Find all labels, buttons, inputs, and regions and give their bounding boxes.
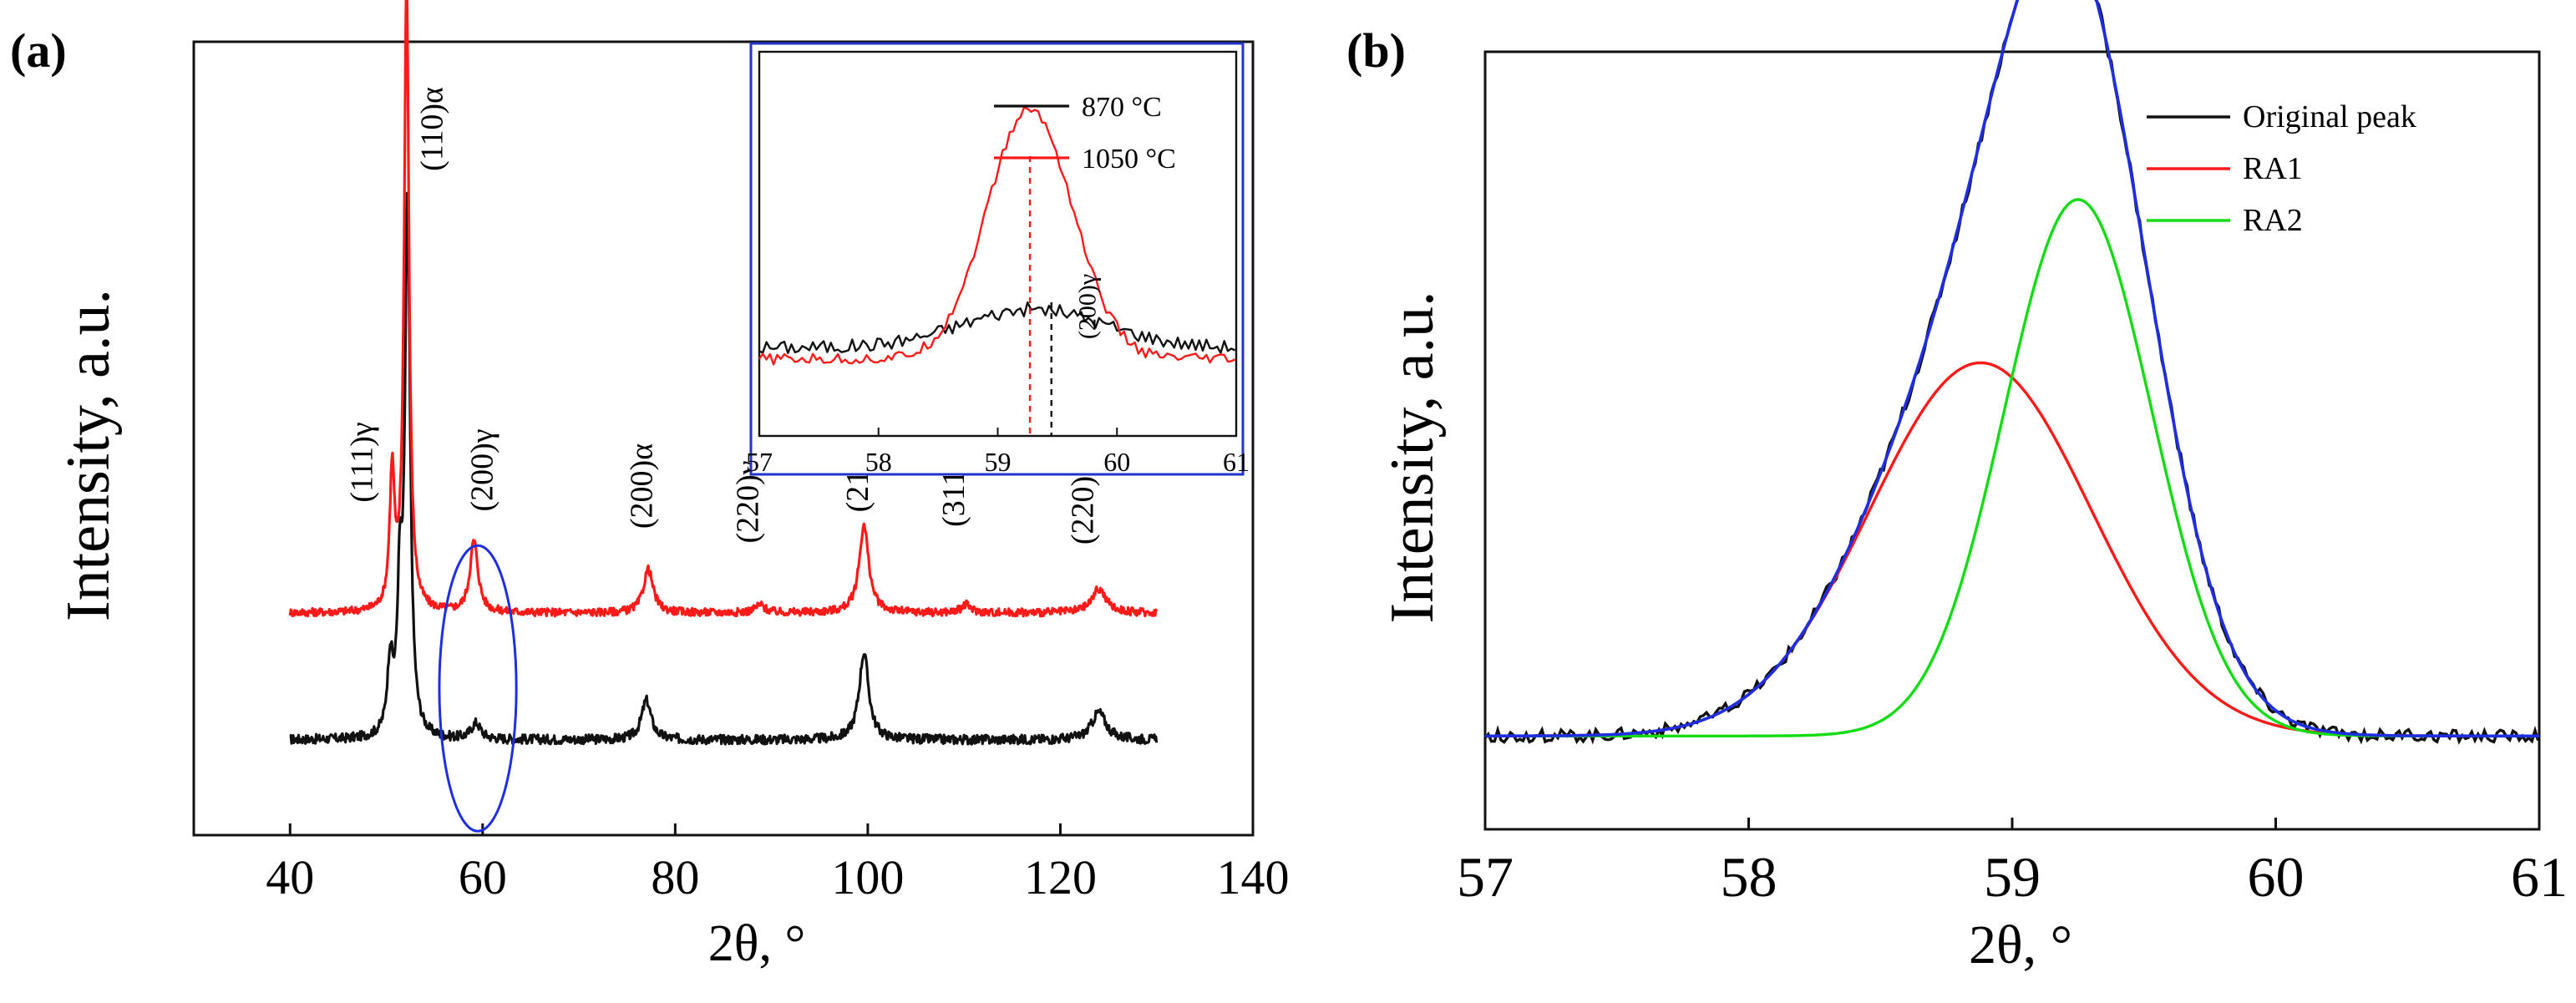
peak-label: (200)γ bbox=[464, 428, 499, 511]
peak-label: (111)γ bbox=[344, 422, 379, 502]
inset-x-tick-label: 58 bbox=[865, 447, 892, 477]
x-tick-label: 40 bbox=[266, 850, 314, 904]
peak-label: (110)α bbox=[414, 87, 449, 171]
x-tick-label: 140 bbox=[1217, 850, 1290, 904]
x-axis-label: 2θ, ° bbox=[708, 915, 806, 972]
inset-legend-label: 870 °C bbox=[1082, 92, 1162, 123]
highlight-ellipse bbox=[438, 544, 518, 833]
y-axis-label: Intensity, a.u. bbox=[1378, 291, 1447, 623]
x-tick-label: 58 bbox=[1721, 845, 1777, 909]
series-line-ra1 bbox=[1485, 361, 2539, 737]
legend-label: RA2 bbox=[2243, 203, 2303, 238]
x-tick-label: 57 bbox=[1457, 845, 1514, 909]
inset-outer-frame bbox=[749, 42, 1245, 476]
x-tick-label: 60 bbox=[2248, 845, 2305, 909]
x-tick-label: 100 bbox=[831, 850, 904, 904]
panel-a: (a) 40 60 80 100 120 140 2θ, ° Intensity, a.u. (1… bbox=[10, 0, 1290, 972]
series-line-1 bbox=[288, 0, 1159, 618]
plot-frame bbox=[192, 40, 1255, 837]
x-tick-label: 60 bbox=[459, 850, 507, 904]
plot-frame bbox=[1483, 50, 2541, 831]
panel-b: (b) 57 58 59 60 61 2θ, ° Intensity, a.u. Origina… bbox=[1346, 0, 2568, 975]
panel-label: (a) bbox=[10, 23, 67, 78]
legend-label: Original peak bbox=[2243, 99, 2416, 134]
inset-x-tick-label: 57 bbox=[746, 447, 773, 477]
inset-annotation: (200)γ bbox=[1074, 274, 1102, 339]
legend-label: RA1 bbox=[2243, 151, 2303, 186]
inset-x-tick-label: 59 bbox=[985, 447, 1012, 477]
inset-x-tick-label: 60 bbox=[1103, 447, 1130, 477]
fit-line bbox=[1485, 0, 2539, 738]
inset-series-line-1 bbox=[758, 106, 1236, 366]
inset-chart: 57 58 59 60 61 (200)γ 870 °C 1050 °C bbox=[746, 42, 1250, 477]
peak-label: (200)α bbox=[625, 443, 660, 529]
panel-label: (b) bbox=[1346, 23, 1406, 78]
x-axis-label: 2θ, ° bbox=[1969, 914, 2072, 975]
inset-x-tick-label: 61 bbox=[1223, 447, 1250, 477]
series-line-ra2 bbox=[1485, 198, 2539, 737]
x-tick-label: 61 bbox=[2511, 845, 2568, 909]
x-tick-label: 80 bbox=[651, 850, 699, 904]
x-tick-label: 120 bbox=[1024, 850, 1097, 904]
series-line-0 bbox=[289, 191, 1159, 746]
inset-legend-label: 1050 °C bbox=[1082, 144, 1176, 175]
x-tick-label: 59 bbox=[1984, 845, 2041, 909]
y-axis-label: Intensity, a.u. bbox=[54, 289, 123, 621]
inset-series-line-0 bbox=[758, 301, 1236, 354]
